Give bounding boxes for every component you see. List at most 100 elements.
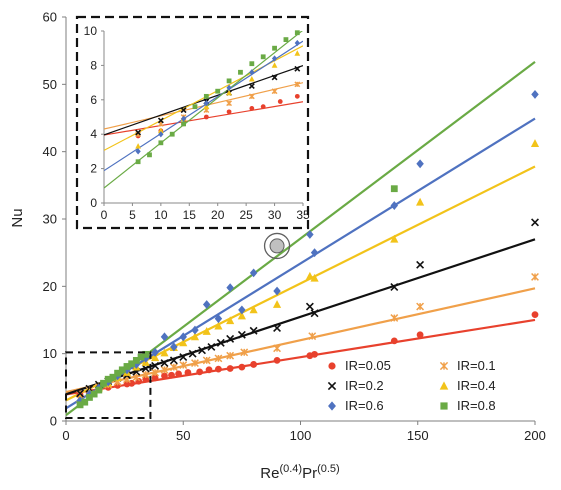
- inset-y-tick-label: 4: [90, 127, 97, 141]
- inset-data-point: [277, 99, 283, 104]
- data-point: [237, 330, 246, 339]
- data-point: [205, 366, 213, 374]
- data-point: [305, 271, 314, 280]
- x-axis-title-sup1: (0.4): [279, 463, 302, 475]
- x-axis-title: Re(0.4)Pr(0.5): [260, 463, 339, 482]
- data-point: [273, 357, 281, 364]
- data-point: [273, 286, 281, 296]
- data-point: [311, 350, 318, 358]
- data-point: [249, 268, 258, 278]
- inset-x-tick-label: 20: [211, 208, 225, 222]
- data-point: [114, 369, 121, 377]
- data-point: [179, 353, 188, 361]
- data-point: [416, 159, 424, 169]
- inset-data-point: [158, 140, 164, 146]
- inset-data-point: [272, 45, 277, 51]
- data-point: [151, 374, 159, 382]
- data-point: [226, 351, 235, 360]
- inset-data-point: [135, 143, 141, 149]
- inset-data-point: [135, 129, 142, 136]
- data-point: [161, 372, 168, 380]
- inset-data-point: [249, 106, 255, 111]
- inset-fit-line-series-1: [104, 101, 303, 136]
- legend-label-series-1: IR=0.05: [345, 358, 391, 373]
- data-point: [169, 363, 178, 372]
- legend-label-series-6: IR=0.8: [457, 398, 496, 413]
- data-point: [190, 332, 200, 341]
- inset-data-point: [226, 89, 232, 96]
- data-point: [531, 218, 539, 227]
- data-point: [179, 338, 188, 347]
- inset-background: [77, 17, 308, 228]
- inset-data-point: [271, 55, 278, 62]
- data-point: [273, 324, 282, 333]
- data-point: [250, 361, 257, 368]
- legend-marker-series-4: [439, 381, 449, 390]
- legend-marker-series-3: [327, 381, 337, 391]
- inset-data-point: [203, 93, 209, 99]
- x-tick-label: 0: [62, 428, 69, 443]
- data-point: [123, 363, 131, 370]
- data-point: [310, 248, 319, 258]
- data-point: [416, 331, 424, 339]
- data-point: [237, 311, 246, 320]
- inset-data-point: [271, 74, 278, 81]
- legend-label-series-4: IR=0.4: [457, 378, 496, 393]
- inset-y-tick-label: 2: [90, 162, 97, 176]
- data-point: [202, 300, 211, 309]
- data-point: [95, 386, 103, 394]
- inset-data-point: [135, 159, 141, 165]
- data-point: [142, 375, 150, 383]
- inset-data-point: [158, 131, 164, 138]
- x-tick-label: 50: [176, 428, 190, 443]
- data-point: [531, 90, 539, 99]
- data-point: [273, 344, 281, 353]
- data-point: [142, 350, 150, 358]
- inset-data-point: [249, 61, 255, 67]
- data-point: [109, 373, 117, 381]
- data-point: [226, 316, 235, 325]
- data-point: [160, 359, 169, 368]
- inset-data-point: [192, 104, 198, 110]
- y-tick-label: 40: [43, 144, 57, 159]
- inset-border: [75, 15, 310, 230]
- x-axis-title-mid: Pr: [302, 465, 317, 482]
- data-point: [188, 349, 197, 358]
- inset-series-4-points: [135, 50, 301, 149]
- inset-x-tick-label: 30: [268, 208, 282, 222]
- inset-x-tick-label: 35: [296, 208, 310, 222]
- data-point: [238, 363, 246, 371]
- data-point: [132, 360, 141, 369]
- inset-data-point: [226, 109, 232, 115]
- data-point: [416, 302, 425, 311]
- data-point: [305, 302, 314, 311]
- data-point: [531, 272, 539, 281]
- inset-data-point: [271, 62, 278, 68]
- inset-x-tick-label: 15: [183, 208, 197, 222]
- y-tick-label: 30: [43, 212, 57, 227]
- data-point: [160, 348, 169, 357]
- data-point: [141, 364, 150, 373]
- data-point: [170, 342, 178, 352]
- data-point: [86, 394, 93, 401]
- data-point: [151, 353, 160, 362]
- inset-data-point: [294, 50, 301, 56]
- legend-marker-series-2: [439, 361, 449, 371]
- inset-data-point: [147, 152, 152, 158]
- data-point: [390, 201, 399, 210]
- data-point: [198, 346, 206, 355]
- inset-data-point: [248, 76, 255, 82]
- inset-plot-area: 0 5 10 15 20 25 30 35 0 2 4 6 8 10: [75, 15, 310, 230]
- inset-x-tick-label: 10: [154, 208, 168, 222]
- inset-data-point: [203, 114, 209, 120]
- inset-data-point: [203, 100, 209, 107]
- inset-data-point: [249, 69, 255, 76]
- inset-data-point: [283, 37, 289, 42]
- data-point: [184, 369, 192, 376]
- inset-series-5-points: [135, 39, 300, 155]
- inset-data-point: [248, 83, 255, 90]
- data-point: [306, 230, 314, 239]
- data-point: [249, 326, 258, 335]
- data-point: [160, 365, 169, 374]
